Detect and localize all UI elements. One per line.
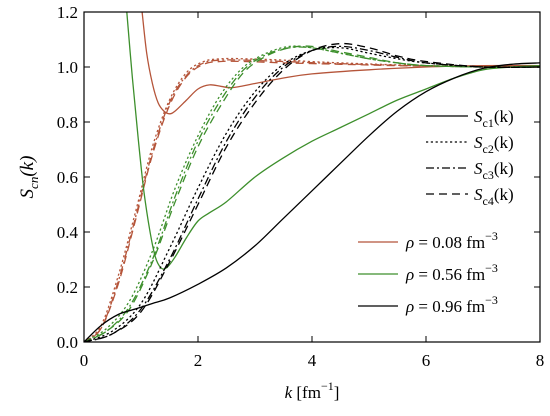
y-axis-label-sub: cn bbox=[26, 177, 41, 189]
series-line-rho-096-c3 bbox=[84, 45, 540, 342]
x-axis-label-unit: [fm bbox=[292, 383, 321, 402]
y-tick-label: 0.6 bbox=[57, 168, 78, 187]
series-line-rho-096-c2 bbox=[84, 46, 540, 342]
series-line-rho-008-c1 bbox=[141, 12, 540, 115]
y-tick-label: 0.2 bbox=[57, 278, 78, 297]
series-line-rho-096-c4 bbox=[84, 42, 540, 342]
y-tick-label: 1.2 bbox=[57, 3, 78, 22]
y-tick-label: 1.0 bbox=[57, 58, 78, 77]
series-line-rho-056-c1 bbox=[126, 12, 540, 270]
legend-density-label-1: ρ = 0.08 fm−3 bbox=[405, 229, 498, 252]
y-axis-label-arg: (k) bbox=[17, 156, 38, 177]
legend-density-label-2: ρ = 0.56 fm−3 bbox=[405, 261, 498, 284]
y-tick-label: 0.8 bbox=[57, 113, 78, 132]
legend-style-label-c4: Sc4(k) bbox=[474, 185, 514, 208]
x-tick-label: 2 bbox=[194, 351, 203, 370]
series-line-rho-056-c3 bbox=[84, 46, 540, 342]
y-axis-label: Scn(k) bbox=[17, 156, 41, 199]
legend-style-label-c3: Sc3(k) bbox=[474, 159, 514, 182]
x-axis-label-close: ] bbox=[334, 383, 340, 402]
legend-style-label-c1: Sc1(k) bbox=[474, 107, 514, 130]
legend-style-label-c2: Sc2(k) bbox=[474, 133, 514, 156]
y-tick-label: 0.4 bbox=[57, 223, 79, 242]
x-tick-label: 0 bbox=[80, 351, 89, 370]
x-axis-label: k [fm−1] bbox=[285, 379, 340, 402]
x-tick-label: 4 bbox=[308, 351, 317, 370]
legend-styles: Sc1(k) Sc2(k) Sc3(k) Sc4(k) bbox=[426, 107, 514, 208]
x-tick-label: 6 bbox=[422, 351, 431, 370]
series-line-rho-096-c1 bbox=[84, 62, 540, 342]
y-axis-label-var: S bbox=[17, 188, 38, 198]
x-tick-label: 8 bbox=[536, 351, 545, 370]
ticks-layer: 0 2 4 6 8 0.0 0.2 0.4 0.6 0.8 1.0 1.2 bbox=[57, 3, 545, 370]
x-axis-label-var: k bbox=[285, 383, 293, 402]
series-line-rho-008-c4 bbox=[84, 60, 540, 342]
series-layer bbox=[84, 12, 540, 342]
series-line-rho-008-c3 bbox=[84, 59, 540, 342]
series-line-rho-056-c4 bbox=[84, 45, 540, 342]
legend-densities: ρ = 0.08 fm−3 ρ = 0.56 fm−3 ρ = 0.96 fm−3 bbox=[358, 229, 498, 316]
y-tick-label: 0.0 bbox=[57, 333, 78, 352]
legend-density-label-3: ρ = 0.96 fm−3 bbox=[405, 293, 498, 316]
x-axis-label-exp: −1 bbox=[321, 379, 334, 393]
